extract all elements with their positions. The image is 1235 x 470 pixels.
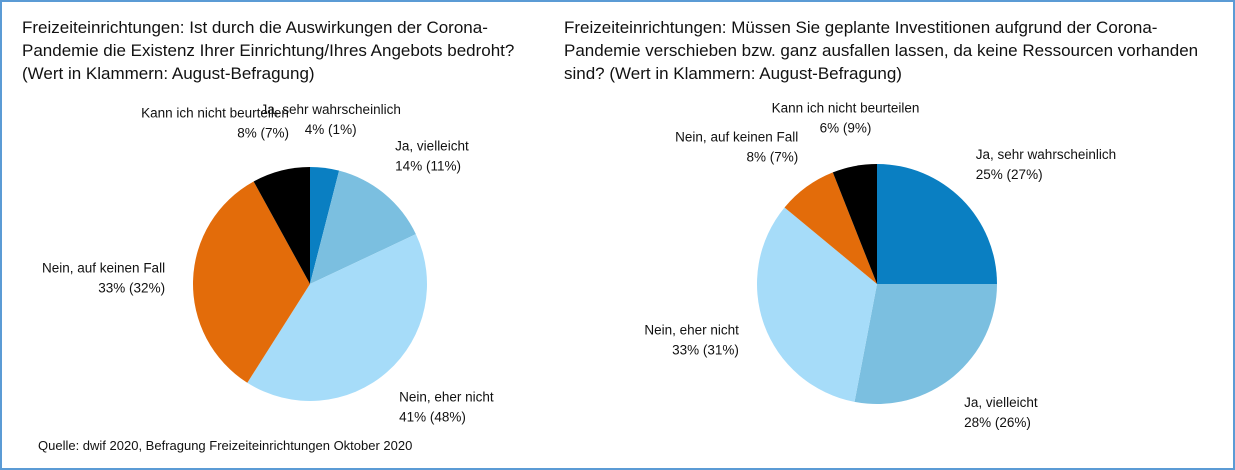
slice-category: Nein, eher nicht	[399, 389, 494, 404]
slice-category: Ja, vielleicht	[395, 138, 469, 153]
chart-title: Freizeiteinrichtungen: Müssen Sie geplan…	[564, 18, 1199, 83]
chart-title: Freizeiteinrichtungen: Ist durch die Aus…	[22, 18, 515, 83]
pie-slice	[832, 164, 877, 284]
pie-slice	[247, 234, 428, 402]
slice-category: Kann ich nicht beurteilen	[141, 106, 289, 121]
slice-value-label: 6% (9%)	[820, 121, 872, 136]
slice-category: Ja, vielleicht	[964, 395, 1038, 410]
slice-value-label: 41% (48%)	[399, 409, 466, 424]
slice-category: Ja, sehr wahrscheinlich	[261, 102, 401, 117]
slice-value-label: 25% (27%)	[976, 167, 1043, 182]
source: Quelle: dwif 2020, Befragung Freizeitein…	[38, 438, 413, 453]
pie-slice	[253, 167, 310, 284]
slice-value-label: 28% (26%)	[964, 415, 1031, 430]
slice-category: Nein, auf keinen Fall	[675, 130, 798, 145]
pie-slice	[854, 284, 997, 404]
pie-slice	[310, 167, 340, 284]
slice-value-label: 33% (32%)	[98, 280, 165, 295]
pie-slice	[310, 170, 416, 284]
pie-slice	[756, 207, 877, 402]
slice-value-label: 33% (31%)	[672, 342, 739, 357]
pie-slice	[784, 172, 877, 284]
slice-value-label: 14% (11%)	[395, 158, 461, 173]
slice-value-label: 8% (7%)	[237, 126, 289, 141]
pie-slice	[192, 181, 310, 383]
slice-category: Nein, eher nicht	[644, 322, 739, 337]
slice-category: Nein, auf keinen Fall	[42, 260, 165, 275]
slice-value-label: 4% (1%)	[305, 122, 357, 137]
slice-value-label: 8% (7%)	[746, 150, 798, 165]
pie-slice	[877, 164, 997, 284]
slice-category: Kann ich nicht beurteilen	[772, 101, 920, 116]
slice-category: Ja, sehr wahrscheinlich	[976, 147, 1116, 162]
